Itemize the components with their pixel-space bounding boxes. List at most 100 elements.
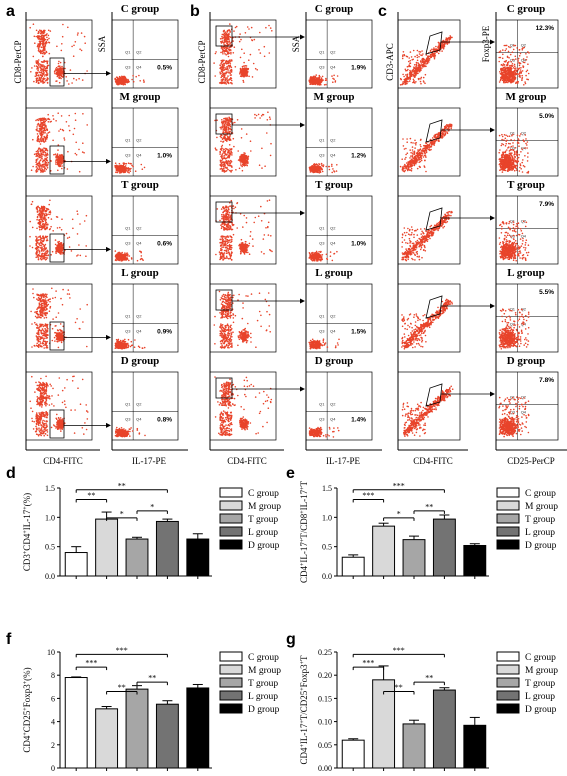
- flow-dot: [224, 81, 226, 84]
- flow-dot: [39, 429, 42, 432]
- flow-dot: [81, 378, 84, 381]
- flow-dot: [220, 51, 222, 54]
- flow-dot: [45, 382, 48, 384]
- flow-dot: [83, 433, 85, 435]
- flow-dot: [40, 167, 43, 169]
- flow-dot: [221, 63, 223, 66]
- flow-dot: [66, 80, 68, 82]
- flow-dot: [123, 431, 125, 434]
- flow-dot: [59, 335, 61, 337]
- flow-dot: [43, 337, 45, 340]
- flow-dot: [44, 389, 46, 392]
- flow-dot: [127, 162, 130, 164]
- flow-dot: [77, 387, 79, 390]
- flow-dot: [229, 31, 231, 33]
- flow-dot: [215, 51, 217, 53]
- flow-dot: [36, 293, 38, 296]
- flow-dot: [41, 252, 44, 255]
- flow-dot: [61, 418, 64, 420]
- flow-dot: [43, 121, 46, 124]
- flow-dot: [220, 42, 223, 44]
- flow-dot: [34, 315, 37, 318]
- flow-dot: [141, 168, 144, 170]
- flow-dot: [225, 67, 227, 69]
- flow-dot: [48, 131, 51, 133]
- flow-dot: [319, 80, 321, 82]
- flow-dot: [34, 247, 37, 250]
- flow-dot: [141, 347, 144, 350]
- flow-dot: [38, 219, 40, 221]
- flow-dot: [46, 308, 48, 310]
- quadrant-label: Q4: [136, 240, 142, 245]
- flow-dot: [35, 168, 38, 171]
- flow-dot: [84, 42, 86, 44]
- quadrant-label: Q2: [136, 225, 142, 230]
- flow-dot: [54, 243, 57, 246]
- flow-dot: [37, 213, 39, 216]
- flow-dot: [227, 79, 229, 81]
- flow-dot: [36, 418, 39, 421]
- flow-dot: [50, 225, 52, 228]
- flow-dot: [37, 247, 39, 249]
- flow-dot: [139, 250, 141, 252]
- flow-dot: [36, 384, 39, 387]
- flow-dot: [124, 432, 127, 435]
- flow-dot: [55, 290, 57, 292]
- flow-dot: [125, 342, 127, 345]
- flow-dot: [38, 427, 40, 430]
- flow-dot: [128, 259, 130, 262]
- flow-dot: [83, 152, 85, 154]
- flow-dot: [43, 39, 45, 41]
- flow-dot: [37, 256, 40, 258]
- flow-dot: [36, 421, 39, 424]
- quadrant-label: Q1: [125, 401, 131, 406]
- flow-dot: [60, 245, 63, 248]
- flow-dot: [314, 82, 317, 85]
- flow-dot: [39, 125, 41, 128]
- flow-dot: [47, 132, 50, 134]
- flow-dot: [249, 53, 252, 56]
- flow-dot: [36, 45, 39, 48]
- flow-dot: [40, 337, 43, 340]
- flow-dot: [42, 222, 44, 225]
- flow-dot: [310, 78, 312, 81]
- flow-dot: [39, 255, 42, 257]
- flow-dot: [231, 60, 233, 62]
- flow-dot: [37, 168, 40, 171]
- flow-dot: [68, 236, 71, 239]
- flow-dot: [39, 38, 42, 41]
- flow-dot: [59, 421, 62, 424]
- flow-dot: [124, 165, 127, 167]
- flow-dot: [40, 134, 42, 137]
- flow-dot: [131, 430, 134, 432]
- flow-dot: [56, 68, 59, 70]
- flow-dot: [41, 153, 44, 156]
- flow-dot: [323, 84, 326, 86]
- flow-dot: [85, 255, 87, 257]
- flow-dot: [42, 395, 44, 397]
- flow-dot: [32, 165, 34, 168]
- flow-dot: [226, 139, 228, 141]
- flow-dot: [40, 207, 43, 209]
- flow-dot: [128, 255, 131, 257]
- flow-dot: [42, 163, 45, 166]
- flow-dot: [41, 140, 43, 142]
- flow-dot: [117, 81, 119, 84]
- flow-dot: [31, 200, 34, 203]
- flow-dot: [45, 387, 48, 389]
- flow-dot: [42, 161, 44, 163]
- flow-dot: [43, 249, 46, 251]
- flow-dot: [35, 29, 38, 32]
- flow-dot: [48, 203, 50, 206]
- flow-dot: [41, 158, 43, 160]
- flow-dot: [228, 33, 231, 35]
- flow-dot: [120, 427, 123, 429]
- flow-dot: [55, 251, 57, 253]
- flow-dot: [44, 151, 47, 154]
- flow-dot: [33, 296, 35, 299]
- flow-dot: [29, 220, 32, 223]
- flow-dot: [58, 161, 61, 164]
- flow-dot: [43, 239, 45, 242]
- flow-dot: [42, 339, 45, 341]
- flow-dot: [115, 168, 118, 170]
